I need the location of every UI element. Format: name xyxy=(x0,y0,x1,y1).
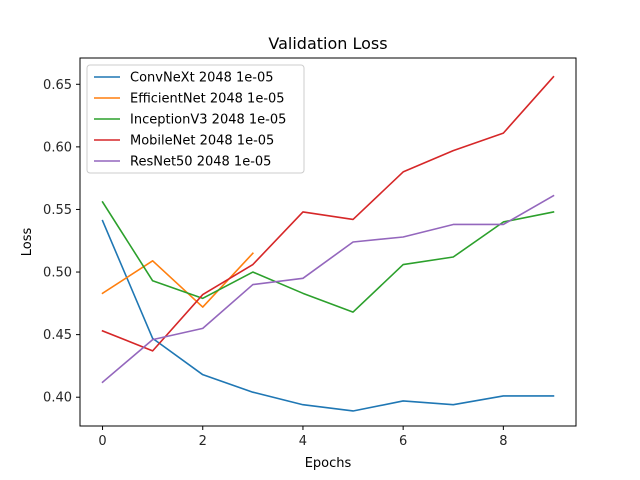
series-line-0 xyxy=(101,219,555,412)
x-tick-label: 0 xyxy=(98,434,106,449)
y-tick-label: 0.65 xyxy=(43,78,72,93)
y-tick-label: 0.40 xyxy=(43,391,72,406)
y-axis: 0.40 0.45 0.50 0.55 0.60 0.65 xyxy=(43,78,80,406)
series-line-2 xyxy=(101,200,555,313)
series-lines xyxy=(101,75,555,412)
chart-title: Validation Loss xyxy=(268,34,387,53)
x-tick-label: 2 xyxy=(199,434,207,449)
legend-label: MobileNet 2048 1e-05 xyxy=(130,134,274,149)
x-axis: 0 2 4 6 8 xyxy=(98,426,507,449)
legend-box xyxy=(86,64,305,174)
x-tick-label: 8 xyxy=(499,434,507,449)
legend: ConvNeXt 2048 1e-05 EfficientNet 2048 1e-… xyxy=(86,64,305,174)
y-axis-label: Loss xyxy=(20,228,35,257)
x-tick-label: 4 xyxy=(299,434,307,449)
y-tick-label: 0.50 xyxy=(43,266,72,281)
series-line-3 xyxy=(101,75,555,352)
y-tick-label: 0.60 xyxy=(43,140,72,155)
y-tick-label: 0.45 xyxy=(43,328,72,343)
x-tick-label: 6 xyxy=(399,434,407,449)
series-line-4 xyxy=(101,194,555,384)
legend-label: InceptionV3 2048 1e-05 xyxy=(130,113,286,128)
legend-label: ResNet50 2048 1e-05 xyxy=(130,155,271,170)
y-tick-label: 0.55 xyxy=(43,203,72,218)
legend-label: ConvNeXt 2048 1e-05 xyxy=(130,71,274,86)
x-axis-label: Epochs xyxy=(305,456,352,471)
legend-label: EfficientNet 2048 1e-05 xyxy=(130,92,285,107)
